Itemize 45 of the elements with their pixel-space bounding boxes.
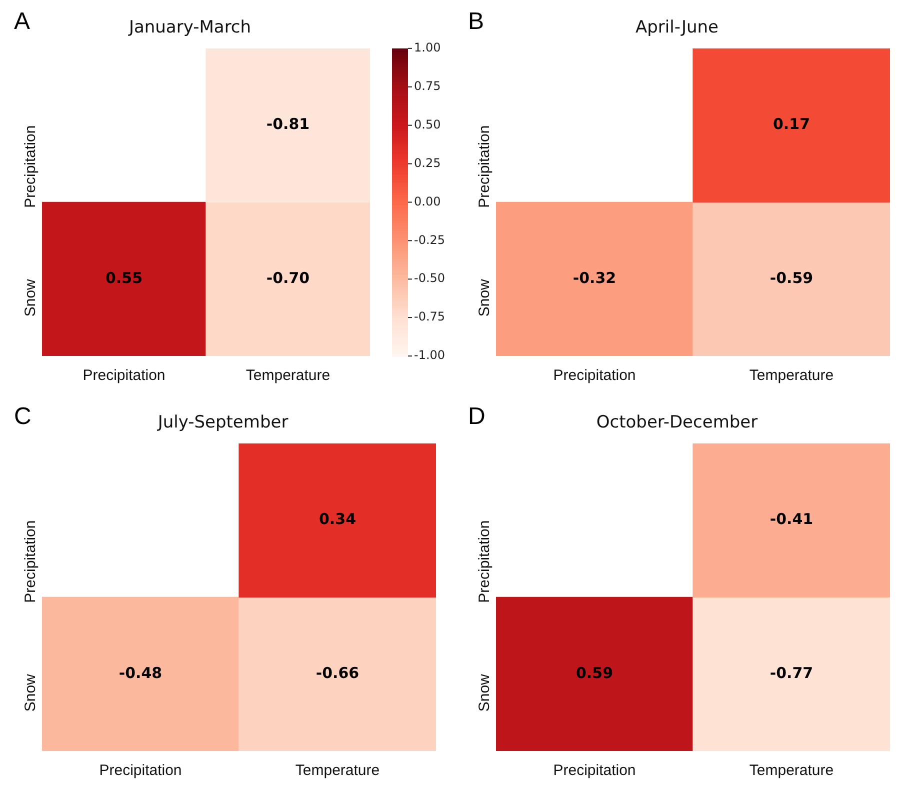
- y-tick-label: Snow: [22, 278, 40, 317]
- data-label: -0.48: [118, 664, 162, 682]
- color-bar-label: -1.00: [414, 348, 446, 362]
- data-label: 0.55: [105, 268, 143, 287]
- y-tick-label: Precipitation: [22, 520, 40, 603]
- chart-title: January-March: [128, 18, 252, 38]
- x-tick-label: Temperature: [749, 762, 834, 780]
- color-bar-label: -0.75: [414, 310, 446, 324]
- chart-title: October-December: [596, 412, 758, 433]
- x-tick-label: Temperature: [295, 762, 380, 780]
- color-bar-label: 0.75: [414, 78, 441, 93]
- chart-title: July-September: [156, 412, 288, 433]
- data-label: -0.77: [770, 664, 814, 682]
- data-label: -0.59: [770, 268, 814, 287]
- y-tick-label: Precipitation: [22, 125, 40, 208]
- text: D: [468, 403, 486, 431]
- data-label: -0.32: [572, 268, 616, 287]
- data-label: 0.34: [318, 510, 356, 528]
- text: B: [468, 8, 484, 36]
- chart-title: April-June: [636, 18, 718, 38]
- x-tick-label: Precipitation: [82, 367, 166, 384]
- data-label: 0.17: [772, 115, 810, 134]
- data-label: -0.81: [266, 115, 310, 134]
- data-label: -0.66: [316, 664, 360, 682]
- x-tick-label: Precipitation: [553, 762, 636, 780]
- data-label: -0.70: [266, 268, 310, 287]
- color-bar-label: -0.50: [414, 271, 446, 286]
- x-tick-label: Temperature: [749, 367, 834, 384]
- x-tick-label: Temperature: [246, 367, 330, 384]
- x-tick-label: Precipitation: [553, 367, 636, 384]
- y-tick-label: Precipitation: [476, 520, 494, 603]
- y-tick-label: Snow: [476, 674, 494, 712]
- color-bar-label: 0.50: [414, 117, 441, 132]
- text: A: [14, 8, 30, 36]
- color-bar-label: 0.25: [414, 156, 441, 170]
- color-bar-label: -0.25: [414, 232, 446, 247]
- text: C: [14, 403, 32, 431]
- color-bar-label: 0.00: [414, 194, 441, 208]
- y-tick-label: Precipitation: [476, 125, 494, 208]
- x-tick-label: Precipitation: [99, 762, 182, 780]
- y-tick-label: Snow: [22, 674, 40, 712]
- y-tick-label: Snow: [476, 278, 494, 317]
- data-label: 0.59: [576, 664, 614, 682]
- color-bar-label: 1.00: [414, 40, 441, 55]
- data-label: -0.41: [770, 510, 814, 528]
